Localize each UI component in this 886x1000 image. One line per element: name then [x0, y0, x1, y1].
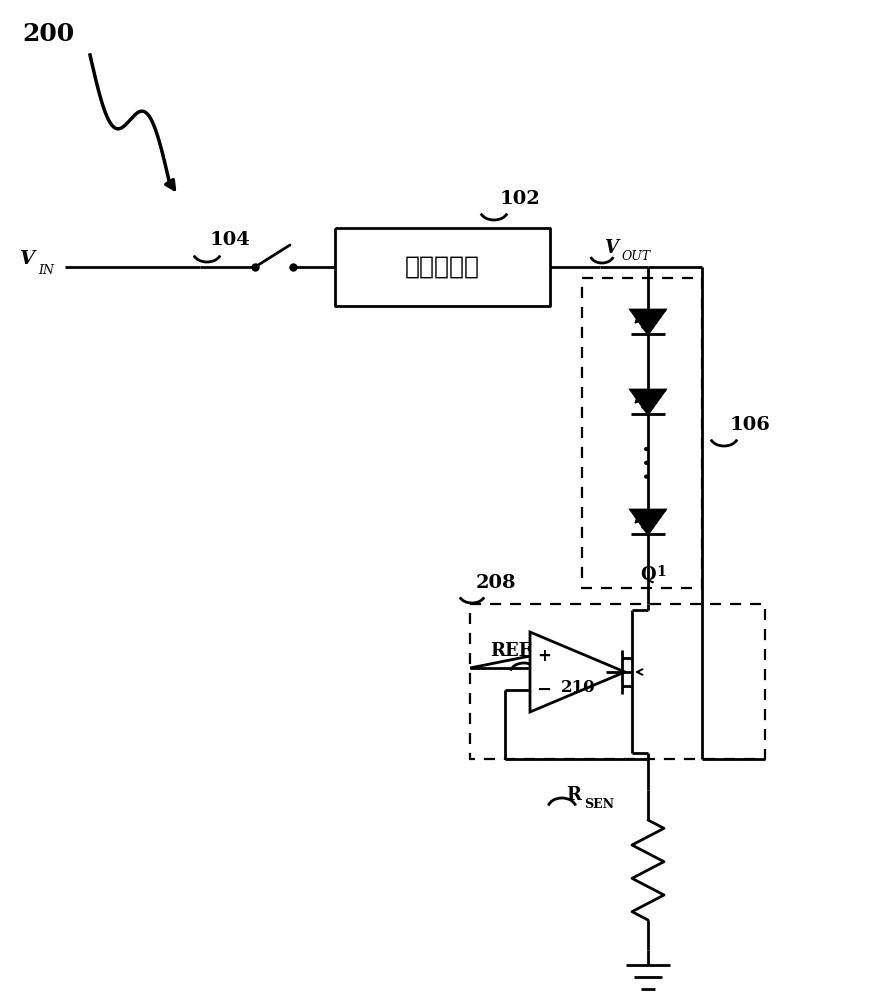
Text: V: V	[604, 239, 618, 257]
Text: 104: 104	[210, 231, 251, 249]
Text: 电力转换器: 电力转换器	[405, 255, 480, 279]
Text: 106: 106	[730, 416, 771, 434]
Text: SEN: SEN	[584, 798, 614, 811]
Text: V: V	[20, 250, 35, 268]
Text: REF: REF	[490, 642, 532, 660]
Text: −: −	[536, 681, 552, 699]
Text: • • •: • • •	[642, 444, 657, 480]
Text: 208: 208	[476, 574, 517, 592]
Text: +: +	[537, 647, 551, 665]
Polygon shape	[631, 390, 665, 414]
Polygon shape	[631, 310, 665, 334]
Text: 1: 1	[656, 565, 665, 579]
Text: R: R	[566, 786, 581, 804]
Text: Q: Q	[640, 566, 656, 584]
Polygon shape	[530, 632, 625, 712]
Text: 210: 210	[561, 679, 595, 696]
Text: 102: 102	[500, 190, 540, 208]
Text: 200: 200	[22, 22, 74, 46]
Polygon shape	[631, 510, 665, 534]
Text: OUT: OUT	[622, 249, 651, 262]
Text: IN: IN	[38, 264, 54, 277]
